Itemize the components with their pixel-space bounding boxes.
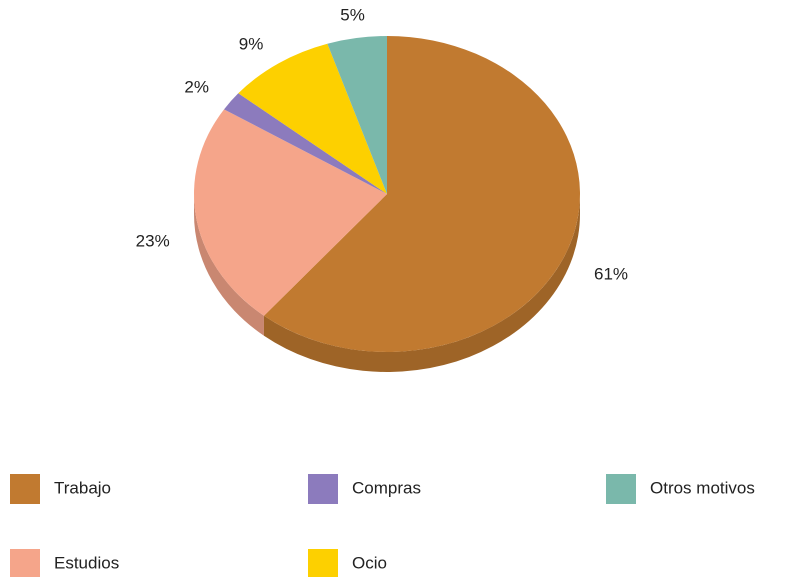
legend-swatch: [10, 549, 40, 577]
slice-side: [263, 194, 580, 372]
legend-label: Estudios: [54, 553, 119, 572]
data-label: 23%: [136, 232, 170, 251]
legend-label: Ocio: [352, 553, 387, 572]
data-label: 61%: [594, 264, 628, 283]
slice: [193, 109, 387, 316]
slice: [238, 43, 387, 195]
slice: [327, 36, 387, 194]
legend-label: Otros motivos: [650, 478, 755, 497]
data-label: 2%: [184, 78, 209, 97]
legend-label: Compras: [352, 478, 421, 497]
legend-swatch: [10, 474, 40, 504]
slice: [263, 36, 580, 352]
legend-swatch: [606, 474, 636, 504]
legend-label: Trabajo: [54, 478, 111, 497]
data-label: 9%: [239, 35, 264, 54]
slice-side: [194, 194, 264, 336]
slice: [224, 93, 387, 194]
legend-swatch: [308, 474, 338, 504]
data-label: 5%: [340, 6, 365, 25]
legend-swatch: [308, 549, 338, 577]
